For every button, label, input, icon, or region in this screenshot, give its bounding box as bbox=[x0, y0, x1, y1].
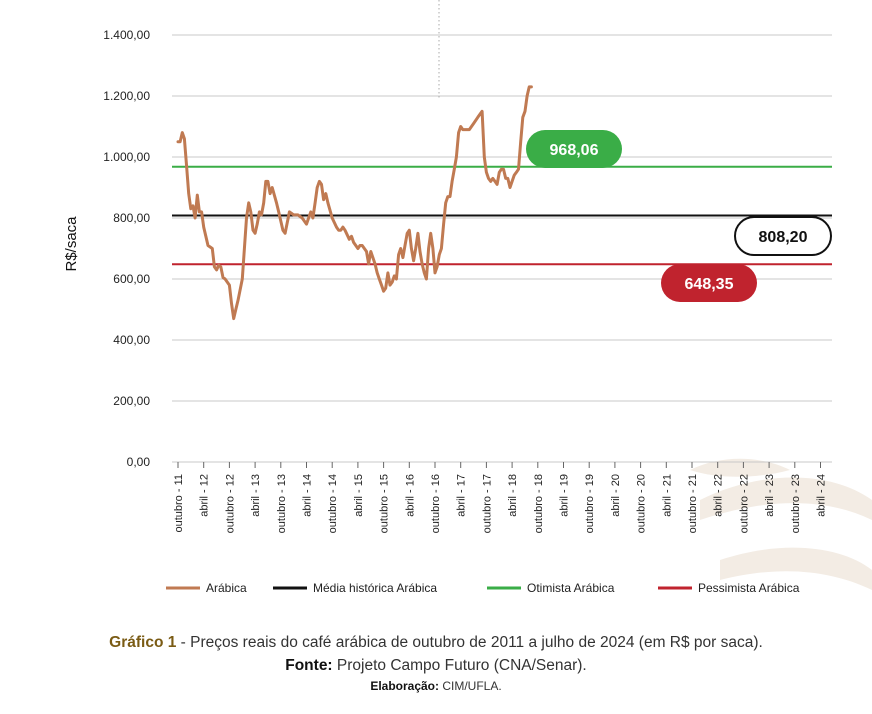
y-tick-label: 0,00 bbox=[127, 455, 151, 469]
x-tick-label: outubro - 20 bbox=[636, 474, 648, 533]
caption-figure-text: - Preços reais do café arábica de outubr… bbox=[176, 634, 763, 651]
arabica-price-line bbox=[176, 85, 533, 321]
x-tick-label: outubro - 16 bbox=[430, 474, 442, 533]
caption-figure-number: Gráfico 1 bbox=[109, 634, 177, 651]
caption-source-text: Projeto Campo Futuro (CNA/Senar). bbox=[332, 657, 587, 674]
x-tick-label: outubro - 23 bbox=[790, 474, 802, 533]
pessimista-badge: 648,35 bbox=[661, 264, 757, 302]
x-tick-label: abril - 24 bbox=[816, 474, 828, 517]
x-tick-label: abril - 16 bbox=[404, 474, 416, 517]
caption-source: Fonte: Projeto Campo Futuro (CNA/Senar). bbox=[0, 657, 872, 675]
x-tick-label: outubro - 14 bbox=[327, 474, 339, 533]
legend-label-media: Média histórica Arábica bbox=[313, 581, 437, 595]
x-tick-label: abril - 17 bbox=[456, 474, 468, 517]
x-tick-label: abril - 23 bbox=[764, 474, 776, 517]
x-tick-label: abril - 18 bbox=[507, 474, 519, 517]
x-tick-label: abril - 19 bbox=[559, 474, 571, 517]
y-axis-label: R$/saca bbox=[63, 216, 80, 272]
media-badge: 808,20 bbox=[734, 216, 832, 256]
otimista-badge-value: 968,06 bbox=[550, 142, 599, 159]
caption-title: Gráfico 1 - Preços reais do café arábica… bbox=[0, 634, 872, 652]
x-tick-label: outubro - 11 bbox=[173, 474, 185, 533]
media-badge-value: 808,20 bbox=[759, 229, 808, 246]
legend-label-otimista: Otimista Arábica bbox=[527, 581, 615, 595]
x-tick-label: outubro - 17 bbox=[481, 474, 493, 533]
x-tick-label: abril - 21 bbox=[661, 474, 673, 517]
legend-label-pessimista: Pessimista Arábica bbox=[698, 581, 800, 595]
y-tick-label: 600,00 bbox=[113, 272, 150, 286]
y-tick-label: 1.400,00 bbox=[103, 28, 150, 42]
y-tick-label: 400,00 bbox=[113, 333, 150, 347]
x-tick-label: abril - 14 bbox=[302, 474, 314, 517]
caption-credit-label: Elaboração: bbox=[370, 679, 440, 693]
coffee-price-chart: 0,00 200,00 400,00 600,00 800,00 1.000,00 1.20… bbox=[63, 0, 872, 595]
x-tick-label: outubro - 13 bbox=[276, 474, 288, 533]
coffee-leaf-watermark bbox=[690, 458, 872, 590]
x-tick-label: outubro - 22 bbox=[738, 474, 750, 533]
legend: Arábica Média histórica Arábica Otimista… bbox=[166, 581, 800, 595]
x-tick-label: outubro - 21 bbox=[687, 474, 699, 533]
caption-source-label: Fonte: bbox=[285, 657, 333, 674]
reference-lines bbox=[172, 165, 832, 266]
caption-credit: Elaboração: CIM/UFLA. bbox=[0, 679, 872, 693]
x-axis: outubro - 11 abril - 12 outubro - 12 abril … bbox=[173, 462, 828, 533]
x-tick-label: abril - 13 bbox=[250, 474, 262, 517]
legend-label-arabica: Arábica bbox=[206, 581, 247, 595]
x-tick-label: outubro - 19 bbox=[584, 474, 596, 533]
pessimista-badge-value: 648,35 bbox=[685, 276, 734, 293]
x-tick-label: outubro - 18 bbox=[533, 474, 545, 533]
y-axis-ticks: 0,00 200,00 400,00 600,00 800,00 1.000,00 1.20… bbox=[103, 28, 150, 469]
caption-credit-text: CIM/UFLA. bbox=[439, 679, 502, 693]
y-tick-label: 200,00 bbox=[113, 394, 150, 408]
x-tick-label: abril - 20 bbox=[610, 474, 622, 517]
otimista-badge: 968,06 bbox=[526, 130, 622, 168]
x-tick-label: outubro - 15 bbox=[379, 474, 391, 533]
x-tick-label: abril - 15 bbox=[353, 474, 365, 517]
x-tick-label: outubro - 12 bbox=[224, 474, 236, 533]
y-tick-label: 1.000,00 bbox=[103, 150, 150, 164]
y-tick-label: 1.200,00 bbox=[103, 89, 150, 103]
x-tick-label: abril - 12 bbox=[199, 474, 211, 517]
x-tick-label: abril - 22 bbox=[713, 474, 725, 517]
y-gridlines bbox=[172, 34, 832, 463]
y-tick-label: 800,00 bbox=[113, 211, 150, 225]
